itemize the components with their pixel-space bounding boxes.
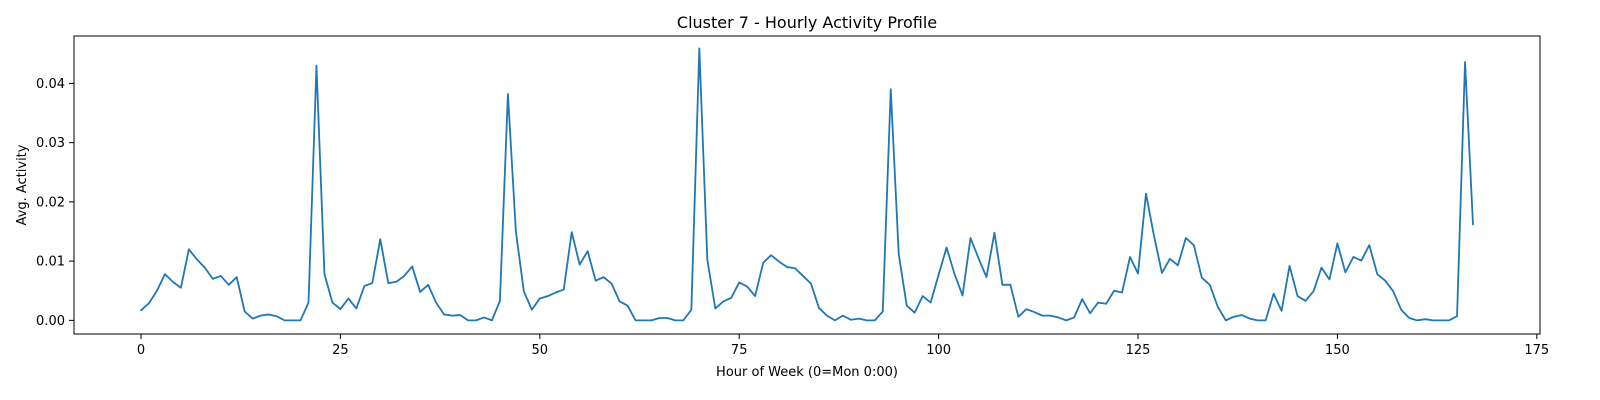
x-tick-label: 50 [532, 343, 549, 358]
x-tick-label: 75 [731, 343, 748, 358]
y-tick-label: 0.03 [36, 136, 65, 151]
y-tick-label: 0.04 [36, 77, 65, 92]
chart-title: Cluster 7 - Hourly Activity Profile [677, 13, 937, 32]
plot-area [73, 35, 1541, 335]
x-axis-label: Hour of Week (0=Mon 0:00) [716, 365, 898, 380]
x-tick-label: 150 [1325, 343, 1350, 358]
x-tick-label: 25 [332, 343, 349, 358]
x-tick-label: 100 [926, 343, 951, 358]
x-tick-label: 175 [1524, 343, 1549, 358]
y-tick-label: 0.02 [36, 195, 65, 210]
series-line [140, 47, 1474, 322]
y-tick-label: 0.01 [36, 255, 65, 270]
y-axis-label: Avg. Activity [15, 144, 30, 225]
x-tick-label: 125 [1126, 343, 1151, 358]
x-tick-label: 0 [137, 343, 145, 358]
y-tick-label: 0.00 [36, 314, 65, 329]
x-axis: 0 25 50 75 100 125 150 175 [137, 334, 1549, 358]
y-axis: 0.00 0.01 0.02 0.03 0.04 [36, 77, 74, 329]
